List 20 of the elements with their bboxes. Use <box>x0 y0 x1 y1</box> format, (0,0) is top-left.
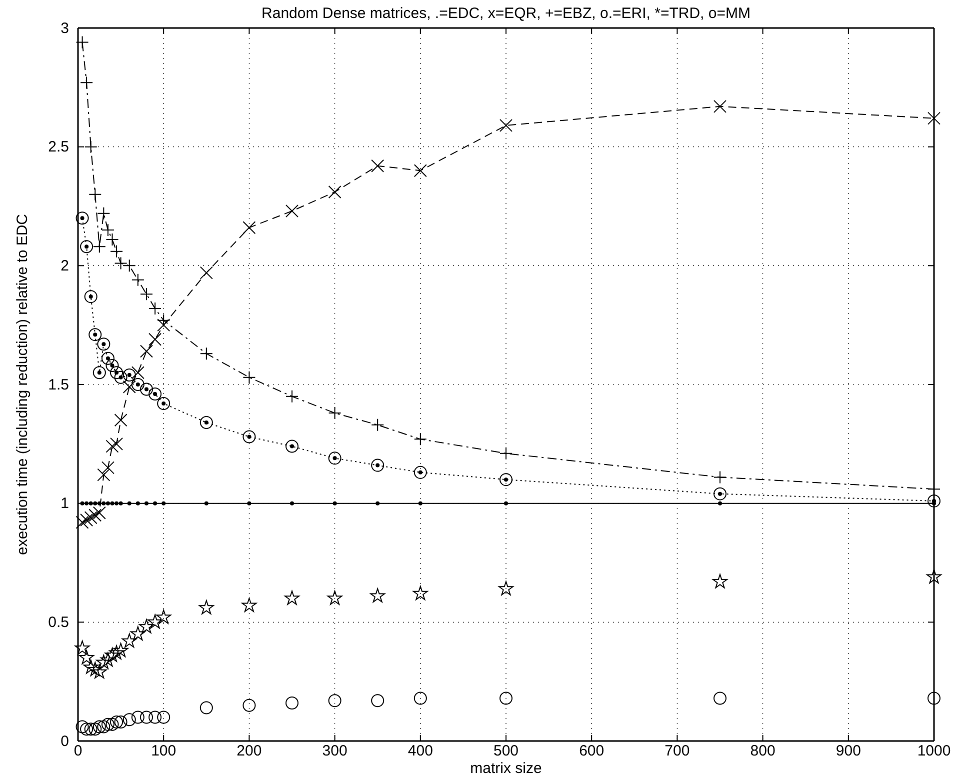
x-tick-label: 500 <box>493 742 519 760</box>
y-tick-label: 1.5 <box>48 376 69 394</box>
x-tick-label: 900 <box>836 742 861 760</box>
chart-title: Random Dense matrices, .=EDC, x=EQR, +=EBZ, o.=ERI, *=TRD, o=MM <box>262 5 750 22</box>
x-tick-label: 100 <box>151 742 176 760</box>
y-axis-title: execution time (including reduction) relative to EDC <box>14 214 31 555</box>
x-tick-label: 300 <box>322 742 348 760</box>
y-tick-label: 3 <box>60 20 69 37</box>
x-axis-title: matrix size <box>470 760 542 775</box>
x-tick-label: 0 <box>74 742 82 760</box>
x-tick-label: 700 <box>664 742 690 760</box>
y-tick-label: 2 <box>60 257 69 274</box>
x-tick-label: 1000 <box>917 742 951 760</box>
x-tick-label: 400 <box>408 742 433 760</box>
x-tick-label: 600 <box>579 742 604 760</box>
y-tick-label: 2.5 <box>48 138 69 156</box>
x-tick-label: 800 <box>750 742 776 760</box>
y-tick-label: 1 <box>60 495 69 512</box>
x-tick-label: 200 <box>236 742 262 760</box>
y-tick-label: 0.5 <box>48 614 69 631</box>
